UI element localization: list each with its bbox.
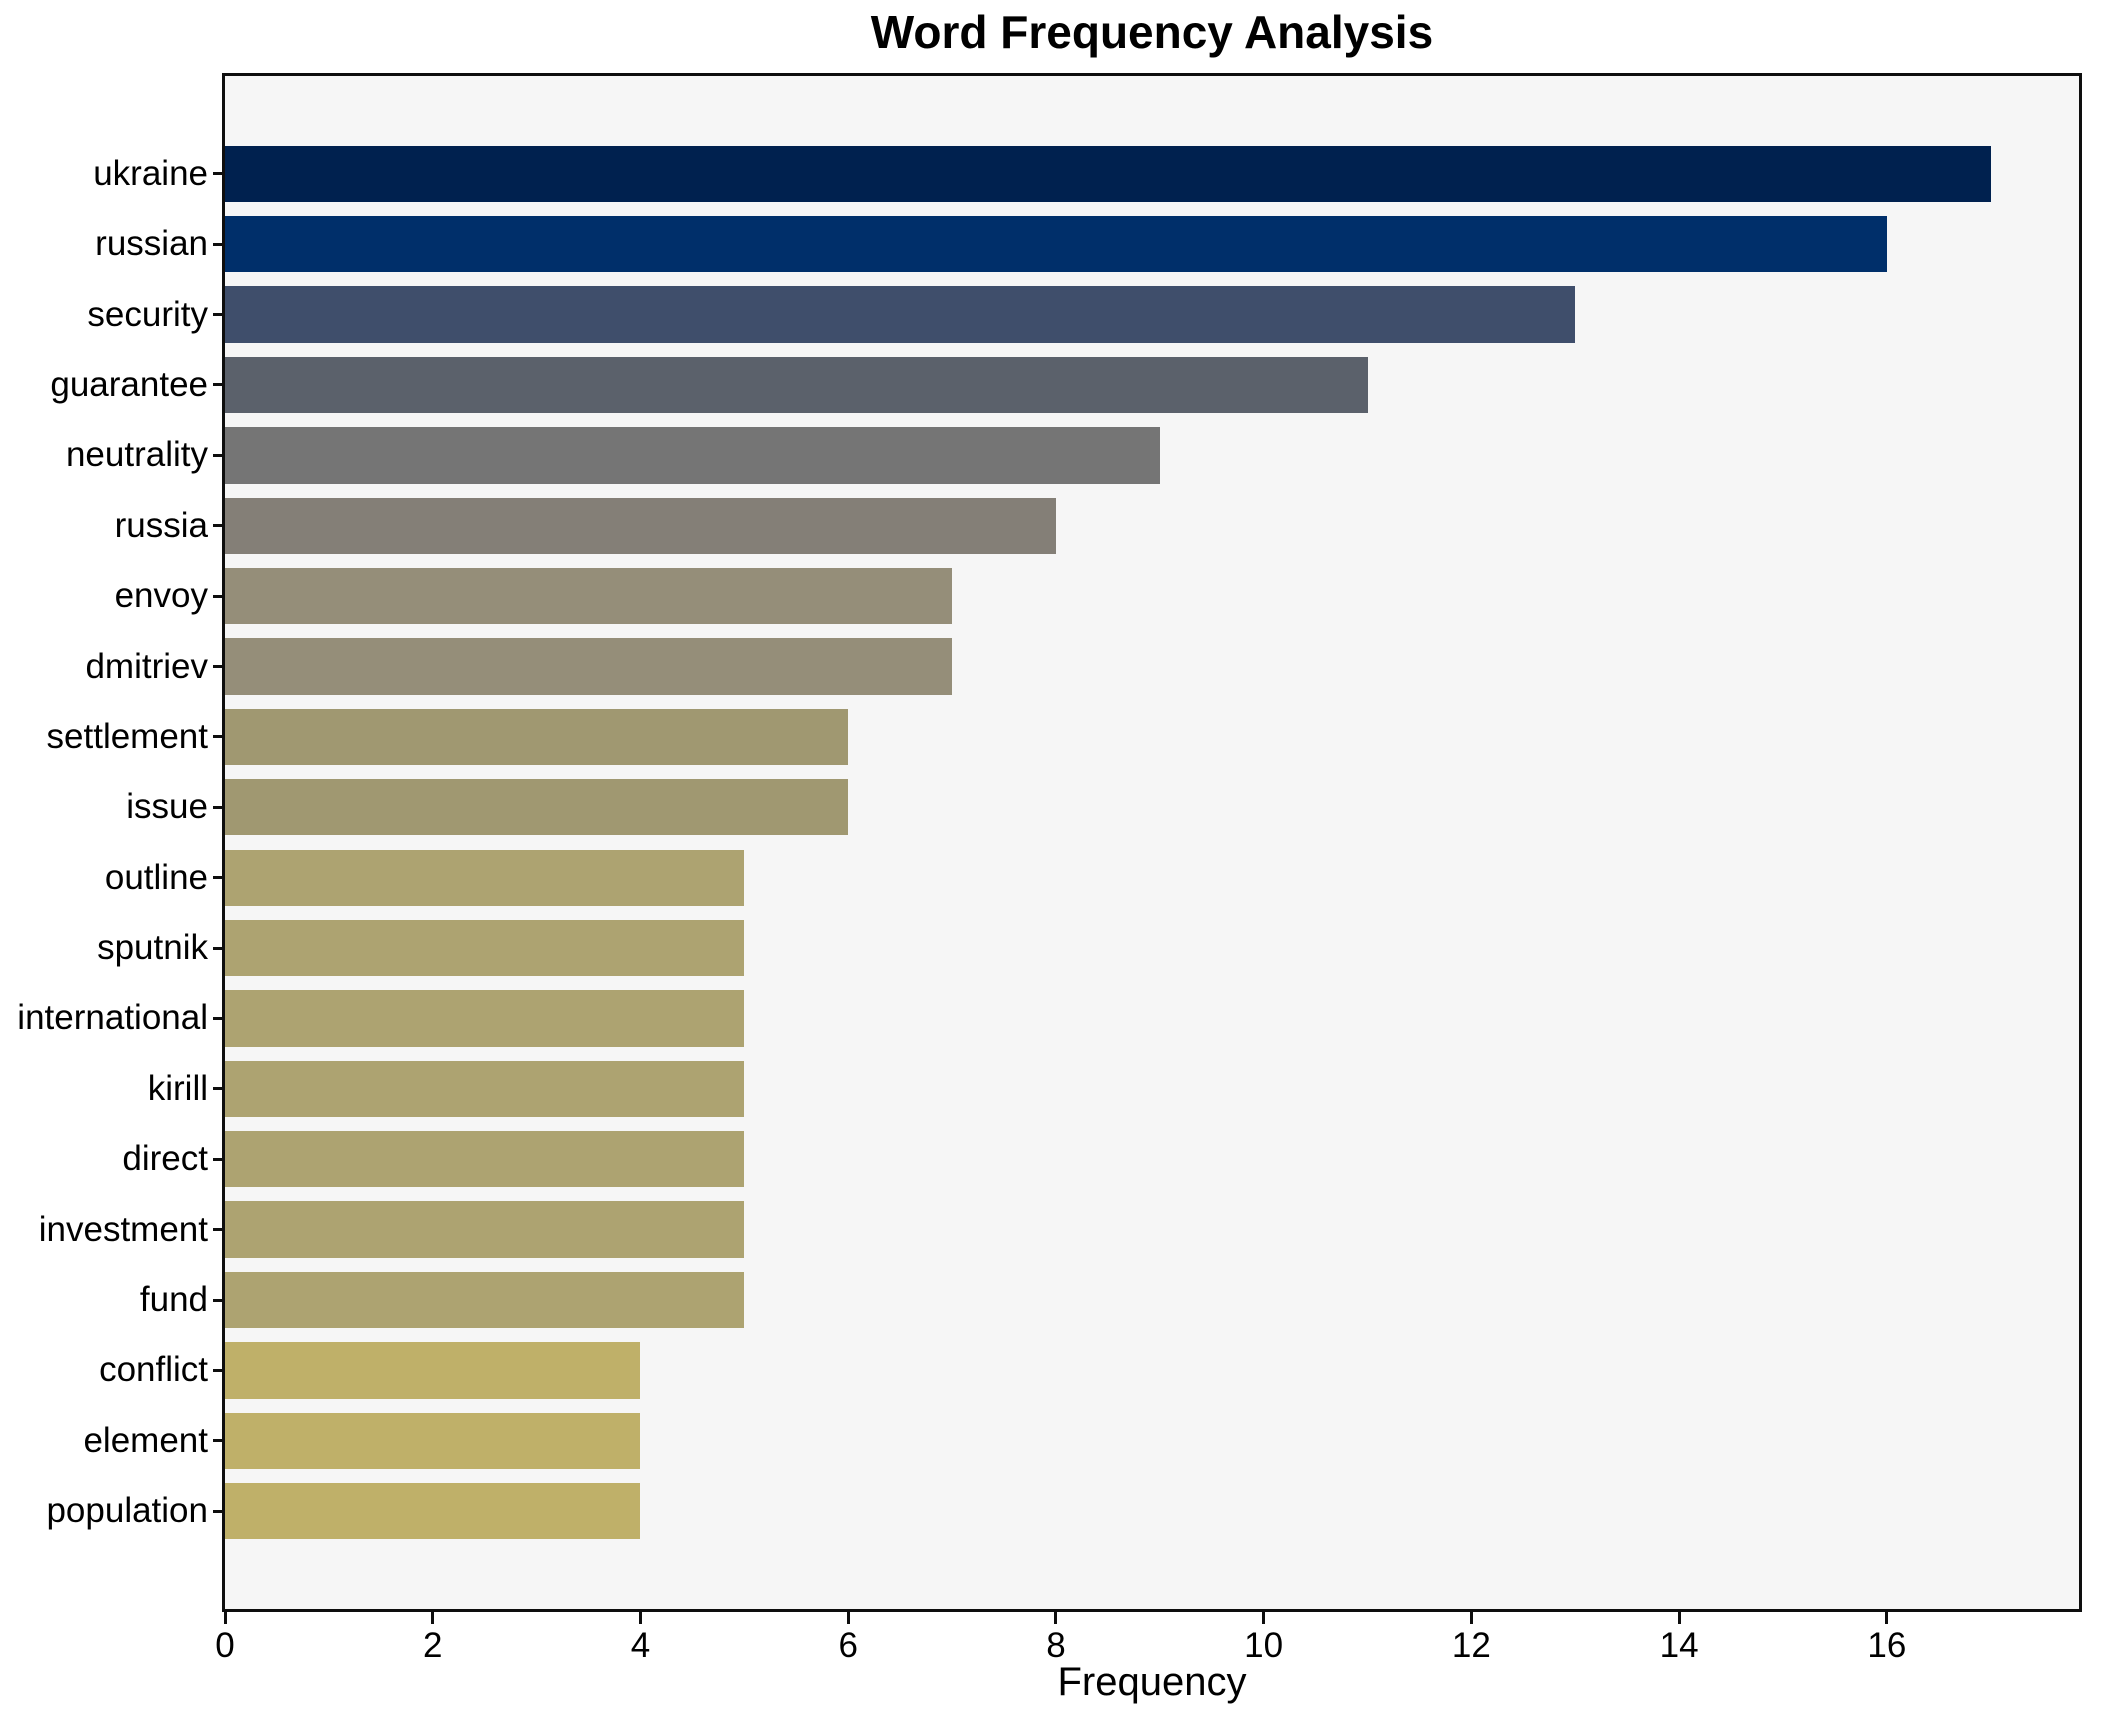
x-tick-mark [846,1612,850,1624]
bar-issue [225,779,849,836]
x-tick-mark [431,1612,435,1624]
y-tick-label-element: element [83,1420,208,1460]
y-tick-mark [213,172,222,176]
bar-russia [225,497,1056,554]
y-tick-mark [213,1509,222,1513]
x-tick-label-2: 2 [422,1626,443,1665]
y-tick-mark [213,1368,222,1372]
y-tick-label-russia: russia [114,505,208,545]
x-tick-mark [1677,1612,1681,1624]
bar-ukraine [225,145,1991,202]
y-tick-label-outline: outline [104,857,208,897]
x-tick-label-10: 10 [1244,1626,1284,1665]
bar-sputnik [225,919,745,977]
x-tick-mark [1469,1612,1473,1624]
x-tick-label-16: 16 [1867,1626,1907,1665]
y-tick-label-fund: fund [139,1280,208,1319]
bar-element [225,1412,641,1469]
bar-neutrality [225,427,1160,484]
y-tick-label-sputnik: sputnik [97,928,208,968]
y-tick-mark [213,1087,222,1091]
y-tick-label-kirill: kirill [147,1068,208,1108]
y-tick-mark [213,1157,222,1161]
y-tick-mark [213,453,222,457]
bar-population [225,1483,641,1540]
y-tick-mark [213,524,222,528]
x-tick-mark [1054,1612,1058,1624]
x-tick-label-6: 6 [838,1626,858,1665]
y-tick-mark [213,1016,222,1020]
y-tick-label-population: population [46,1491,208,1531]
bar-fund [225,1271,745,1329]
bar-russian [225,216,1887,273]
y-tick-mark [213,1228,222,1232]
y-tick-label-conflict: conflict [99,1350,208,1390]
y-tick-label-envoy: envoy [114,576,208,616]
x-tick-mark [223,1612,227,1624]
y-tick-mark [213,313,222,317]
y-tick-label-direct: direct [122,1139,208,1179]
y-tick-label-settlement: settlement [46,716,208,756]
bar-direct [225,1131,745,1188]
y-tick-label-issue: issue [126,787,208,827]
y-tick-label-dmitriev: dmitriev [85,646,208,686]
y-tick-mark [213,735,222,739]
x-tick-label-12: 12 [1451,1626,1491,1665]
bar-dmitriev [225,638,953,695]
bar-investment [225,1201,745,1258]
y-tick-label-guarantee: guarantee [50,364,208,404]
y-tick-mark [213,876,222,880]
x-tick-mark [1262,1612,1266,1624]
y-tick-mark [213,242,222,246]
plot-area [222,73,2082,1612]
bar-guarantee [225,356,1368,414]
bar-kirill [225,1060,745,1117]
y-tick-mark [213,946,222,950]
y-tick-label-ukraine: ukraine [93,153,208,193]
y-tick-label-international: international [17,998,208,1038]
x-tick-mark [638,1612,642,1624]
y-tick-label-russian: russian [95,224,208,264]
bar-envoy [225,567,953,625]
bar-settlement [225,708,849,766]
bar-outline [225,849,745,906]
bar-conflict [225,1342,641,1399]
y-tick-label-security: security [87,294,208,334]
x-tick-label-14: 14 [1659,1626,1699,1665]
y-tick-mark [213,1298,222,1302]
y-tick-mark [213,1439,222,1443]
y-tick-mark [213,383,222,387]
x-tick-mark [1885,1612,1889,1624]
x-tick-label-8: 8 [1046,1626,1066,1665]
chart-title: Word Frequency Analysis [870,6,1434,58]
bar-security [225,286,1576,343]
y-tick-mark [213,665,222,669]
y-tick-mark [213,805,222,809]
y-tick-mark [213,594,222,598]
x-axis-label: Frequency [1057,1660,1247,1704]
x-tick-label-4: 4 [630,1626,651,1665]
x-tick-label-0: 0 [215,1626,235,1665]
y-tick-label-investment: investment [38,1209,208,1249]
y-tick-label-neutrality: neutrality [65,435,208,475]
bar-international [225,990,745,1047]
